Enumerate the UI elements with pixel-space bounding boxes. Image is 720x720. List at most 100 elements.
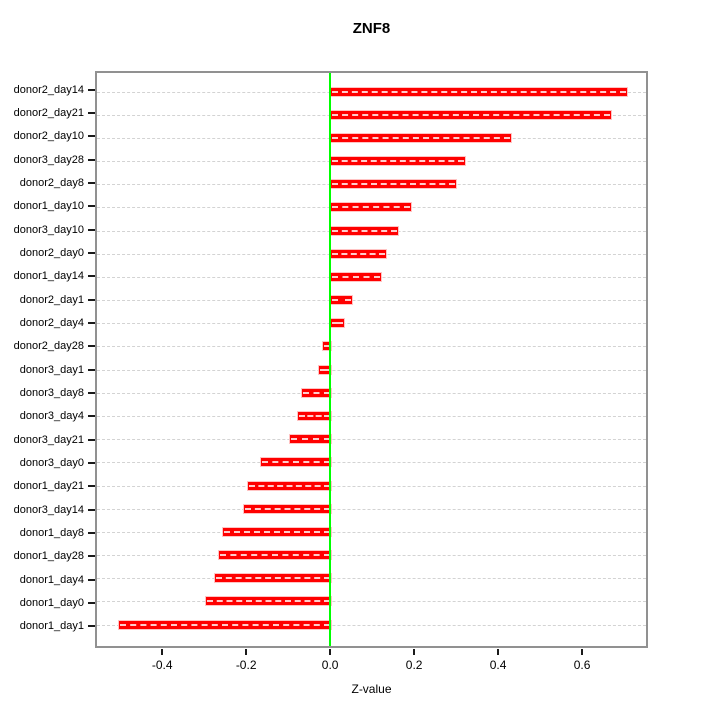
bar-hatch xyxy=(332,322,343,325)
y-tick-mark xyxy=(88,321,95,324)
bar-donor2_day4 xyxy=(330,318,345,329)
y-tick-mark xyxy=(88,461,95,464)
y-axis-row: donor3_day10 xyxy=(0,218,95,241)
gridline xyxy=(97,601,646,603)
bar-row xyxy=(97,265,646,288)
y-tick-mark xyxy=(88,135,95,138)
bar-donor3_day1 xyxy=(317,364,333,375)
bar-donor1_day14 xyxy=(330,271,383,282)
bar-hatch xyxy=(332,183,456,186)
bar-hatch xyxy=(215,577,331,580)
y-tick-label: donor3_day0 xyxy=(19,456,84,469)
bar-hatch xyxy=(332,136,510,139)
bar-donor1_day4 xyxy=(213,573,333,584)
y-tick-mark xyxy=(88,181,95,184)
y-axis-row: donor3_day28 xyxy=(0,148,95,171)
bar-hatch xyxy=(261,461,331,464)
y-tick-label: donor2_day0 xyxy=(19,246,84,259)
y-tick-mark xyxy=(88,485,95,488)
bar-row xyxy=(97,219,646,242)
y-tick-label: donor1_day1 xyxy=(19,620,84,633)
y-tick-mark xyxy=(88,578,95,581)
y-axis-row: donor2_day1 xyxy=(0,288,95,311)
y-tick-mark xyxy=(88,601,95,604)
gridline xyxy=(97,462,646,464)
x-tick-label: -0.4 xyxy=(151,658,173,672)
y-tick-label: donor1_day21 xyxy=(13,480,84,493)
y-tick-label: donor3_day28 xyxy=(13,153,84,166)
bar-donor3_day28 xyxy=(330,156,466,167)
x-tick-label: -0.2 xyxy=(235,658,257,672)
y-tick-mark xyxy=(88,345,95,348)
y-tick-mark xyxy=(88,531,95,534)
x-tick-mark xyxy=(329,649,332,655)
y-tick-label: donor2_day28 xyxy=(13,340,84,353)
y-tick-label: donor2_day10 xyxy=(13,130,84,143)
y-tick-mark xyxy=(88,368,95,371)
gridline xyxy=(97,485,646,487)
y-tick-label: donor3_day10 xyxy=(13,223,84,236)
bar-donor3_day21 xyxy=(288,434,333,445)
bar-row xyxy=(97,428,646,451)
gridline xyxy=(97,323,646,325)
bar-row xyxy=(97,590,646,613)
y-axis-row: donor1_day8 xyxy=(0,521,95,544)
gridline xyxy=(97,392,646,394)
y-tick-label: donor3_day14 xyxy=(13,503,84,516)
bar-donor1_day1 xyxy=(117,619,333,630)
bar-donor2_day8 xyxy=(330,179,458,190)
y-tick-label: donor1_day4 xyxy=(19,573,84,586)
gridline xyxy=(97,346,646,348)
bar-hatch xyxy=(332,299,352,302)
y-tick-mark xyxy=(88,88,95,91)
bar-hatch xyxy=(224,530,331,533)
gridline xyxy=(97,300,646,302)
y-tick-label: donor3_day1 xyxy=(19,363,84,376)
y-axis-row: donor3_day8 xyxy=(0,381,95,404)
bar-donor3_day10 xyxy=(330,225,400,236)
zero-line xyxy=(329,73,332,646)
y-tick-mark xyxy=(88,415,95,418)
bar-row xyxy=(97,567,646,590)
bar-row xyxy=(97,150,646,173)
y-axis-row: donor1_day0 xyxy=(0,591,95,614)
bar-donor1_day10 xyxy=(330,202,412,213)
bar-donor2_day28 xyxy=(322,341,333,352)
bar-hatch xyxy=(290,438,331,441)
y-axis-row: donor2_day28 xyxy=(0,335,95,358)
gridline xyxy=(97,439,646,441)
y-axis-row: donor3_day1 xyxy=(0,358,95,381)
y-tick-mark xyxy=(88,625,95,628)
bar-donor1_day28 xyxy=(217,550,333,561)
y-axis-row: donor3_day0 xyxy=(0,451,95,474)
bar-row xyxy=(97,242,646,265)
bar-donor3_day8 xyxy=(301,387,333,398)
bar-hatch xyxy=(332,113,610,116)
x-tick-mark xyxy=(245,649,248,655)
bar-row xyxy=(97,196,646,219)
y-tick-mark xyxy=(88,228,95,231)
bar-donor2_day1 xyxy=(330,295,354,306)
bar-hatch xyxy=(303,391,331,394)
bar-hatch xyxy=(332,206,410,209)
gridline xyxy=(97,578,646,580)
bar-donor3_day14 xyxy=(242,503,333,514)
y-tick-label: donor1_day10 xyxy=(13,200,84,213)
x-tick-label: 0.6 xyxy=(573,658,591,672)
bar-row xyxy=(97,381,646,404)
x-axis-label: Z-value xyxy=(351,682,392,696)
y-axis-row: donor2_day8 xyxy=(0,171,95,194)
y-axis-row: donor3_day14 xyxy=(0,498,95,521)
y-tick-label: donor3_day4 xyxy=(19,410,84,423)
bar-hatch xyxy=(119,623,331,626)
bar-row xyxy=(97,335,646,358)
y-axis-row: donor2_day14 xyxy=(0,78,95,101)
y-tick-mark xyxy=(88,158,95,161)
bar-row xyxy=(97,543,646,566)
y-tick-mark xyxy=(88,298,95,301)
y-axis-row: donor1_day14 xyxy=(0,265,95,288)
y-axis-labels: donor2_day14 donor2_day21 donor2_day10 dono… xyxy=(0,71,95,648)
bar-donor2_day10 xyxy=(330,132,512,143)
y-axis-row: donor3_day4 xyxy=(0,405,95,428)
